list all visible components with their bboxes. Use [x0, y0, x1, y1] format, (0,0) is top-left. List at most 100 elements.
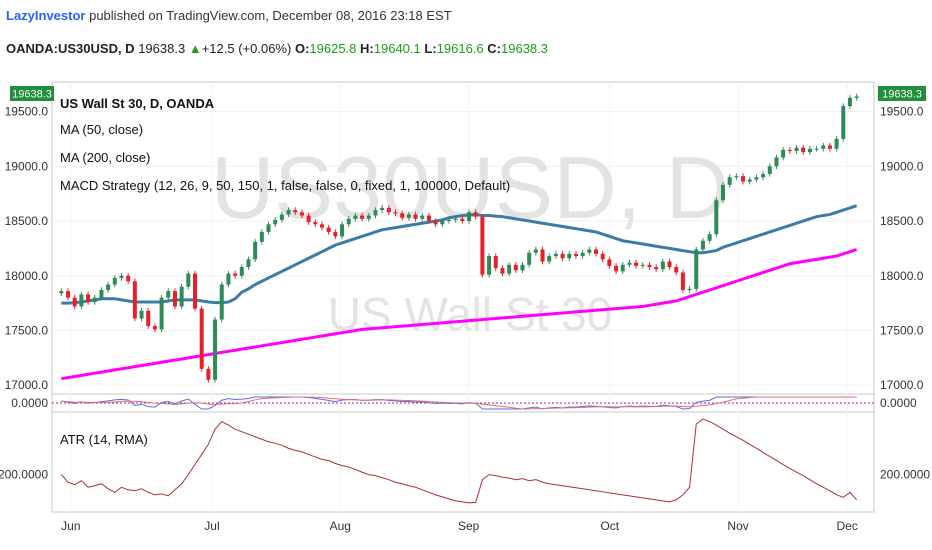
atr-path: [60, 418, 858, 504]
candle-body: [213, 319, 218, 380]
candle-body: [226, 273, 231, 285]
y-tick-label: 17500.0: [5, 324, 49, 338]
candle-body: [680, 272, 685, 290]
candle-body: [801, 147, 806, 153]
candle-body: [614, 265, 619, 272]
candle-body: [59, 291, 64, 294]
candle-body: [179, 286, 184, 307]
candle-body: [72, 297, 77, 307]
candle-body: [814, 148, 819, 150]
candle-body: [627, 262, 632, 265]
candle-body: [126, 275, 131, 282]
candle-body: [634, 262, 639, 266]
candle-body: [166, 291, 171, 298]
x-tick-label: Jun: [61, 519, 80, 533]
close-value: 19638.3: [501, 41, 548, 56]
candle-body: [767, 166, 772, 174]
legend-macd: MACD Strategy (12, 26, 9, 50, 150, 1, fa…: [60, 178, 510, 193]
price-badge-left-text: 19638.3: [12, 89, 52, 101]
candle-body: [433, 221, 438, 225]
price-badge-right-text: 19638.3: [882, 89, 922, 101]
candle-body: [594, 249, 599, 254]
candle-body: [400, 213, 405, 218]
y-tick-label: 19500.0: [5, 105, 49, 119]
candle-body: [827, 145, 832, 149]
candle-body: [199, 308, 204, 369]
candle-body: [380, 207, 385, 211]
candle-body: [774, 157, 779, 167]
candle-body: [460, 218, 465, 222]
ma200-line: [61, 248, 858, 381]
candle-body: [99, 290, 104, 298]
signal-path: [61, 396, 857, 410]
high-value: 19640.1: [373, 41, 421, 56]
candle-body: [413, 214, 418, 219]
candle-body: [787, 149, 792, 151]
quote-line: OANDA:US30USD, D 19638.3 ▲+12.5 (+0.06%)…: [6, 41, 548, 56]
last-price: 19638.3: [138, 41, 186, 56]
candle-body: [193, 273, 198, 309]
price-badge-right: 19638.3: [878, 86, 926, 101]
candle-body: [567, 253, 572, 259]
x-axis: Jun Jul Aug Sep Oct Nov Dec: [61, 519, 858, 533]
y-tick-label: 18000.0: [880, 269, 924, 283]
candle-body: [139, 310, 144, 319]
candle-body: [533, 249, 538, 253]
y-tick-label: 19500.0: [880, 105, 924, 119]
candle-body: [206, 368, 211, 380]
candle-body: [66, 291, 71, 298]
up-arrow-icon: ▲: [188, 41, 202, 56]
macd-tick-label: 0.0000: [880, 396, 917, 410]
candle-body: [647, 264, 652, 268]
candle-body: [386, 207, 391, 213]
candle-body: [266, 224, 271, 232]
x-tick-label: Aug: [330, 519, 351, 533]
candle-body: [674, 267, 679, 273]
candle-body: [754, 177, 759, 180]
candle-body: [587, 249, 592, 253]
candle-body: [112, 277, 117, 285]
candle-body: [340, 224, 345, 237]
candle-body: [741, 176, 746, 182]
atr-pane: [51, 411, 875, 513]
macd-path: [61, 396, 857, 410]
candle-body: [286, 210, 291, 215]
open-value: 19625.8: [309, 41, 357, 56]
candle-body: [326, 227, 331, 232]
candle-body: [253, 241, 258, 260]
grid: [52, 82, 874, 512]
candle-body: [92, 297, 97, 303]
candle-body: [319, 224, 324, 228]
candle-body: [781, 149, 786, 158]
candle-body: [159, 297, 164, 330]
x-tick-label: Nov: [727, 519, 748, 533]
candle-body: [393, 212, 398, 214]
author-link[interactable]: LazyInvestor: [6, 8, 86, 23]
candle-body: [547, 256, 552, 262]
candle-body: [186, 273, 191, 287]
macd-tick-label: 0.0000: [11, 396, 48, 410]
symbol-label: OANDA:US30USD, D: [6, 41, 135, 56]
candles: [59, 93, 859, 383]
candle-body: [560, 253, 565, 259]
high-label: H:: [360, 41, 374, 56]
y-tick-label: 17500.0: [880, 324, 924, 338]
candle-body: [473, 212, 478, 217]
legend-ma200: MA (200, close): [60, 150, 150, 165]
candle-body: [79, 294, 84, 307]
candle-body: [580, 252, 585, 257]
y-tick-label: 18500.0: [5, 214, 49, 228]
candle-body: [854, 96, 859, 98]
legend-atr: ATR (14, RMA): [60, 432, 148, 447]
candle-body: [747, 179, 752, 182]
y-tick-label: 18000.0: [5, 269, 49, 283]
candle-body: [620, 264, 625, 272]
candle-body: [467, 212, 472, 222]
candle-body: [761, 173, 766, 178]
candle-body: [700, 240, 705, 250]
candle-body: [487, 256, 492, 275]
candle-body: [246, 259, 251, 268]
close-label: C:: [487, 41, 501, 56]
candle-body: [654, 267, 659, 270]
